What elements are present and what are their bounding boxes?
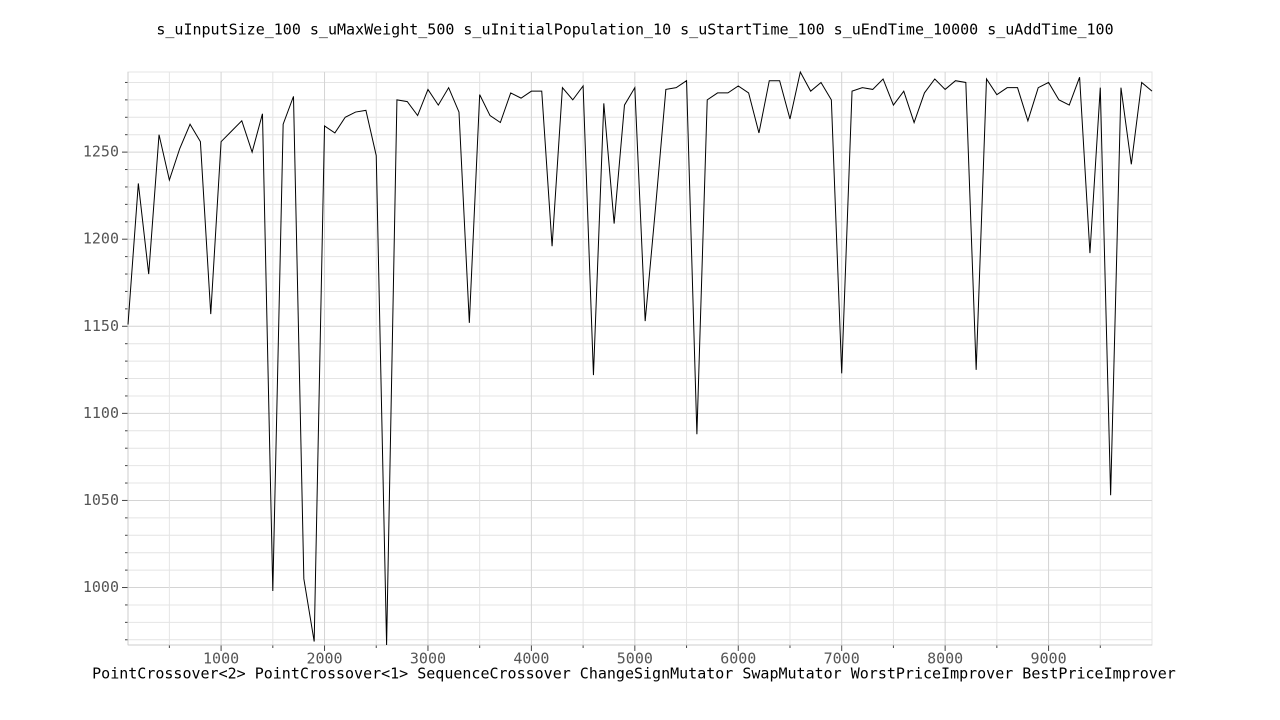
y-tick-label: 1150 [83,317,119,335]
y-tick-label: 1250 [83,143,119,161]
x-axis-label: PointCrossover<2> PointCrossover<1> Sequ… [92,665,1176,683]
x-tick-label: 9000 [1031,650,1067,668]
x-tick-label: 6000 [720,650,756,668]
plot-area [127,71,1153,646]
x-tick-label: 5000 [617,650,653,668]
x-tick-label: 2000 [306,650,342,668]
y-tick-label: 1200 [83,230,119,248]
chart-title: s_uInputSize_100 s_uMaxWeight_500 s_uIni… [156,21,1113,39]
y-tick-label: 1050 [83,491,119,509]
x-tick-label: 4000 [513,650,549,668]
x-tick-label: 1000 [203,650,239,668]
y-tick-label: 1000 [83,578,119,596]
y-tick-label: 1100 [83,404,119,422]
x-tick-label: 3000 [410,650,446,668]
data-line [127,70,1153,646]
x-tick-label: 8000 [927,650,963,668]
x-tick-label: 7000 [824,650,860,668]
